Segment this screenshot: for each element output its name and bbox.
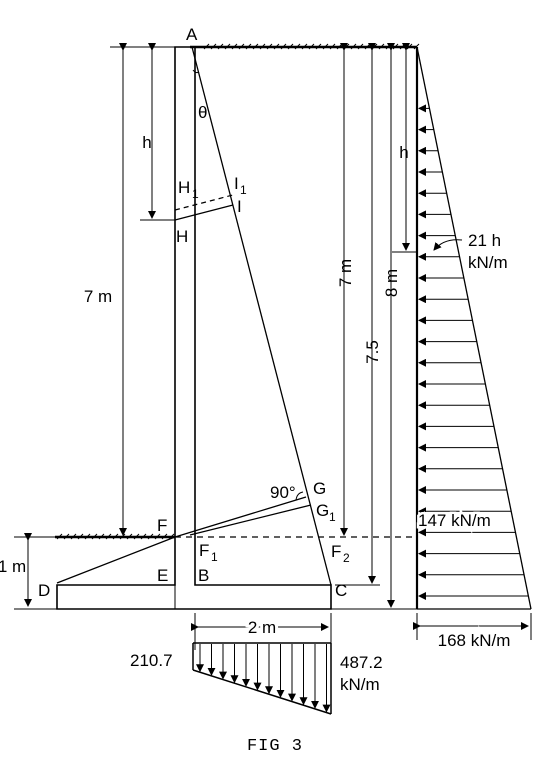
21h-leader — [433, 239, 463, 251]
ground-hatch — [259, 43, 266, 50]
ground-hatch — [140, 533, 147, 540]
retaining-wall — [56, 46, 332, 610]
label-1m: 1 m — [0, 557, 26, 576]
ground-hatch — [147, 533, 154, 540]
label-21h-unit: kN/m — [468, 253, 508, 272]
label-H: H — [176, 227, 188, 246]
ground-hatch — [217, 43, 224, 50]
label-I1: I — [234, 174, 239, 193]
label-2m: 2 m — [248, 618, 276, 637]
ground-hatch — [91, 533, 98, 540]
dimension-labels: h 7 m 1 m 7 m 7.5 8 m h 2 m — [0, 133, 409, 640]
ground-hatch — [308, 43, 315, 50]
label-F2-sub: 2 — [343, 551, 350, 565]
label-487-2: 487.2 — [340, 653, 383, 672]
label-I: I — [237, 197, 242, 216]
label-G1-sub: 1 — [329, 510, 336, 524]
line-HI — [174, 204, 234, 221]
ground-hatch — [168, 533, 175, 540]
label-147: 147 kN/m — [418, 511, 491, 530]
ground-hatch — [112, 533, 119, 540]
left-dimensions — [14, 43, 175, 610]
line-AC — [191, 46, 332, 586]
label-210-7: 210.7 — [130, 651, 173, 670]
label-21h: 21 h — [468, 231, 501, 250]
ground-hatch — [84, 533, 91, 540]
ground-hatch — [273, 43, 280, 50]
label-h-left: h — [142, 133, 151, 152]
label-F1-sub: 1 — [211, 550, 218, 564]
label-90-degrees: 90° — [270, 483, 296, 502]
ground-hatch — [126, 533, 133, 540]
line-DF — [56, 536, 176, 584]
right-dimensions — [330, 43, 417, 610]
label-168: 168 kN/m — [438, 631, 511, 650]
ground-hatch — [280, 43, 287, 50]
label-D: D — [38, 581, 50, 600]
ground-hatch — [63, 533, 70, 540]
label-C: C — [335, 581, 347, 600]
ground-hatch — [266, 43, 273, 50]
label-B: B — [198, 566, 209, 585]
point-labels: A B C D E F F 1 F 2 G G 1 H H 1 I I 1 θ … — [38, 25, 350, 600]
ground-hatch — [70, 533, 77, 540]
ground-hatch — [322, 43, 329, 50]
ground-hatch — [287, 43, 294, 50]
ground-hatch — [301, 43, 308, 50]
ground-hatch — [98, 533, 105, 540]
ground-hatch — [315, 43, 322, 50]
theta-arc — [192, 69, 200, 74]
ground-hatch — [224, 43, 231, 50]
ground-hatch — [294, 43, 301, 50]
label-theta: θ — [198, 103, 207, 122]
ground-hatch — [161, 533, 168, 540]
label-F2: F — [331, 542, 341, 561]
ground-hatch — [56, 533, 63, 540]
label-h-right: h — [399, 143, 408, 162]
earth-pressure-diagram — [413, 46, 532, 640]
label-487-2-unit: kN/m — [340, 675, 380, 694]
ground-hatch — [238, 43, 245, 50]
label-I1-sub: 1 — [240, 183, 247, 197]
soil-wedge — [56, 46, 332, 586]
ground-hatch — [154, 533, 161, 540]
label-E: E — [157, 566, 168, 585]
label-G: G — [313, 479, 326, 498]
label-F: F — [157, 516, 167, 535]
ground-hatch — [77, 533, 84, 540]
label-7m-left: 7 m — [84, 287, 112, 306]
line-F1G1 — [189, 504, 312, 536]
base-pressure-diagram — [191, 613, 332, 715]
label-7m-right: 7 m — [336, 259, 355, 287]
right-angle-arc — [295, 491, 304, 501]
ground-hatch — [245, 43, 252, 50]
label-7-5: 7.5 — [363, 340, 382, 364]
pressure-labels: 21 h kN/m 147 kN/m 168 kN/m 210.7 487.2 … — [130, 231, 513, 694]
label-H1-sub: 1 — [192, 187, 199, 201]
front-ground-surface — [55, 533, 417, 540]
line-H1I1 — [174, 194, 234, 211]
ground-hatch — [203, 43, 210, 50]
ground-hatch — [210, 43, 217, 50]
ground-hatch — [133, 533, 140, 540]
label-8m: 8 m — [382, 269, 401, 297]
label-G1: G — [316, 501, 329, 520]
ground-hatch — [105, 533, 112, 540]
label-A: A — [186, 25, 198, 44]
label-F1: F — [199, 541, 209, 560]
ground-hatch — [252, 43, 259, 50]
figure-caption: FIG 3 — [247, 737, 303, 756]
label-H1: H — [178, 178, 190, 197]
ground-hatch — [231, 43, 238, 50]
line-FG — [174, 496, 307, 538]
